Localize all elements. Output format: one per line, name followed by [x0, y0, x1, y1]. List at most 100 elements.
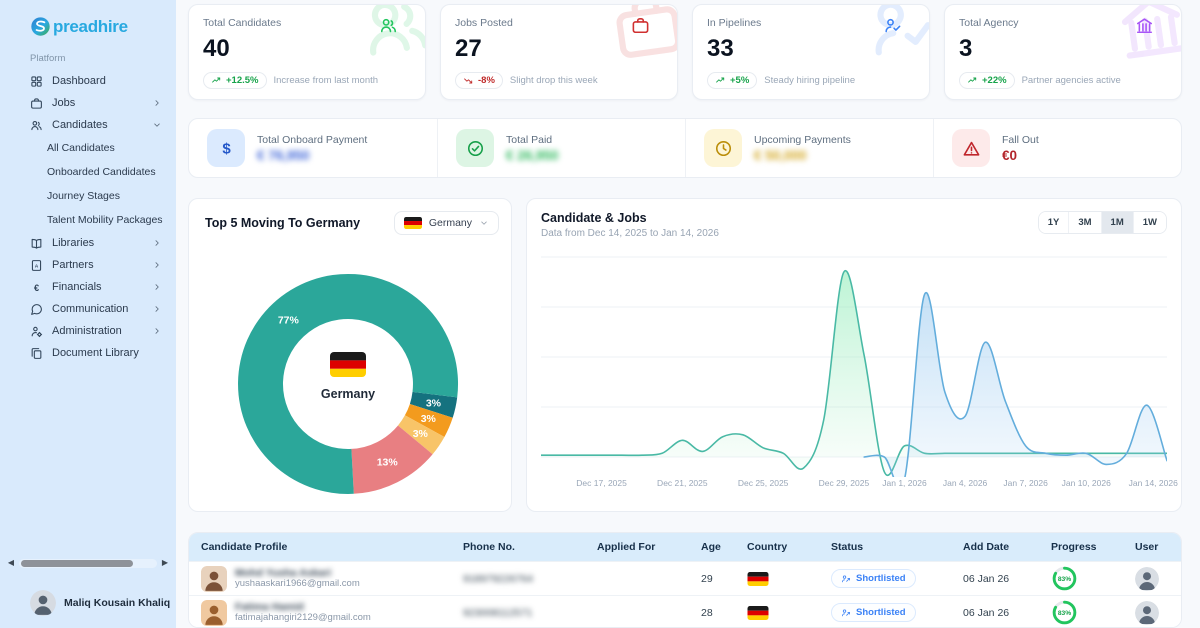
stat-card-note: Slight drop this week	[509, 75, 598, 86]
sidebar-item-libraries[interactable]: Libraries	[0, 232, 176, 254]
sidebar-item-communication[interactable]: Communication	[0, 298, 176, 320]
sidebar-subitem-journey-stages[interactable]: Journey Stages	[47, 190, 120, 202]
status-badge: Shortlisted	[831, 603, 916, 622]
candidate-email: yushaaskari1966@gmail.com	[235, 578, 360, 590]
brand-logo[interactable]: preadhire	[0, 16, 176, 37]
chevron-right-icon	[152, 282, 162, 292]
germany-flag-icon	[403, 217, 422, 229]
table-row[interactable]: Mohd Yusha Askari yushaaskari1966@gmail.c…	[189, 561, 1181, 595]
range-button-3m[interactable]: 3M	[1068, 212, 1101, 233]
status-label: Shortlisted	[856, 607, 906, 618]
donut-slice-4[interactable]	[238, 273, 459, 494]
donut-chart: 3% 3% 3% 13% 77% Germany	[238, 273, 459, 494]
sidebar-subitem-talent-mobility-packages[interactable]: Talent Mobility Packages	[47, 214, 163, 226]
sidebar-item-document-library[interactable]: Document Library	[0, 342, 176, 364]
column-header-phone-no[interactable]: Phone No.	[463, 541, 515, 553]
trend-up-icon	[715, 75, 726, 86]
chevron-down-icon	[152, 120, 162, 130]
x-tick-label: Jan 14, 2026	[1128, 478, 1178, 488]
payment-icon-box: $	[207, 129, 245, 167]
column-header-user[interactable]: User	[1135, 541, 1159, 553]
payment-label: Total Paid	[506, 133, 553, 146]
cell-phone: 923008112571	[451, 607, 585, 619]
dollar-icon: $	[217, 139, 236, 158]
payment-icon-box	[952, 129, 990, 167]
area-fill-jobs	[864, 292, 1167, 477]
donut-slice-label: 3%	[413, 428, 429, 440]
cell-status: Shortlisted	[819, 569, 951, 588]
assigned-user-avatar	[1135, 566, 1159, 591]
trend-badge-value: +5%	[730, 75, 750, 86]
cell-add-date: 06 Jan 26	[963, 572, 1010, 585]
stat-card-jobs-posted: Jobs Posted 27 -8% Slight drop this week	[440, 4, 678, 100]
candidates-table: Candidate Profile Phone No. Applied For Age…	[188, 532, 1182, 628]
series-line-candidates	[541, 269, 1167, 476]
area-chart-header: Candidate & Jobs Data from Dec 14, 2025 …	[541, 211, 1167, 239]
column-header-country[interactable]: Country	[747, 541, 788, 553]
trend-up-icon	[211, 75, 222, 86]
donut-slice-2[interactable]	[398, 415, 445, 455]
donut-slice-3[interactable]	[351, 425, 433, 494]
svg-text:€: €	[34, 282, 39, 292]
donut-slice-0[interactable]	[409, 391, 458, 418]
column-header-add-date[interactable]: Add Date	[963, 541, 1010, 553]
column-header-age[interactable]: Age	[701, 541, 721, 553]
column-header-candidate-profile[interactable]: Candidate Profile	[201, 541, 288, 553]
column-header-status[interactable]: Status	[831, 541, 864, 553]
x-tick-label: Jan 1, 2026	[882, 478, 927, 488]
sidebar-item-partners[interactable]: A Partners	[0, 254, 176, 276]
donut-slice-1[interactable]	[404, 404, 453, 437]
user-check-icon	[883, 16, 902, 35]
scrollbar-thumb[interactable]	[21, 559, 133, 567]
x-tick-label: Jan 7, 2026	[1003, 478, 1048, 488]
check-circle-icon	[466, 139, 485, 158]
clock-icon	[714, 139, 733, 158]
trend-badge: +5%	[707, 72, 758, 89]
payment-value: €0	[1002, 147, 1018, 163]
svg-text:$: $	[222, 140, 231, 157]
candidate-email: fatimajahangiri2129@gmail.com	[235, 612, 371, 624]
stat-card-title: In Pipelines	[707, 17, 762, 29]
payment-texts: Fall Out €0	[1002, 134, 1039, 163]
cell-user	[1123, 566, 1181, 591]
admin-icon	[30, 325, 43, 338]
users-icon-ghost	[354, 5, 425, 68]
column-header-applied-for[interactable]: Applied For	[597, 541, 656, 553]
sidebar-item-financials[interactable]: € Financials	[0, 276, 176, 298]
column-header-progress[interactable]: Progress	[1051, 541, 1097, 553]
candidate-name-email: Mohd Yusha Askari yushaaskari1966@gmail.c…	[235, 567, 360, 590]
stat-card-value: 40	[203, 35, 230, 62]
user-check-icon-ghost	[858, 5, 929, 68]
candidate-avatar	[201, 565, 227, 592]
scroll-right-arrow-icon[interactable]: ▶	[161, 558, 169, 567]
sidebar-subitem-all-candidates[interactable]: All Candidates	[47, 142, 115, 154]
table-row[interactable]: Fatima Hamid fatimajahangiri2129@gmail.co…	[189, 595, 1181, 627]
scrollbar-track[interactable]	[19, 558, 157, 568]
chevron-right-icon	[152, 98, 162, 108]
donut-slice-label: 3%	[426, 397, 442, 409]
range-button-1w[interactable]: 1W	[1132, 212, 1166, 233]
cell-progress: 83%	[1039, 565, 1123, 592]
range-button-1y[interactable]: 1Y	[1038, 212, 1069, 233]
sidebar-item-dashboard[interactable]: Dashboard	[0, 70, 176, 92]
sidebar: preadhire Platform Dashboard Jobs Candidat…	[0, 0, 176, 628]
user-avatar	[30, 590, 56, 616]
donut-chart-card: Top 5 Moving To Germany Germany 3% 3% 3% 13…	[188, 198, 512, 512]
sidebar-subitem-onboarded-candidates[interactable]: Onboarded Candidates	[47, 166, 156, 178]
sidebar-item-label: Administration	[52, 325, 122, 337]
sidebar-item-jobs[interactable]: Jobs	[0, 92, 176, 114]
sidebar-item-administration[interactable]: Administration	[0, 320, 176, 342]
sidebar-user-menu[interactable]: Maliq Kousain Khaliq	[30, 590, 170, 616]
area-chart-plot: Dec 17, 2025 Dec 21, 2025 Dec 25, 2025 Dec …	[541, 247, 1178, 495]
trend-down-icon	[463, 75, 474, 86]
country-dropdown[interactable]: Germany	[393, 211, 499, 235]
trend-badge: +22%	[959, 72, 1015, 89]
sidebar-item-candidates[interactable]: Candidates	[0, 114, 176, 136]
range-button-1m[interactable]: 1M	[1100, 212, 1133, 233]
donut-slice-label: 77%	[278, 315, 300, 327]
cell-status: Shortlisted	[819, 603, 951, 622]
payment-item-total-onboard-payment: $ Total Onboard Payment € 76,950	[189, 119, 437, 177]
cell-phone: 918979226764	[451, 573, 585, 585]
scroll-left-arrow-icon[interactable]: ◀	[7, 558, 15, 567]
payment-value: € 50,000	[754, 147, 807, 163]
